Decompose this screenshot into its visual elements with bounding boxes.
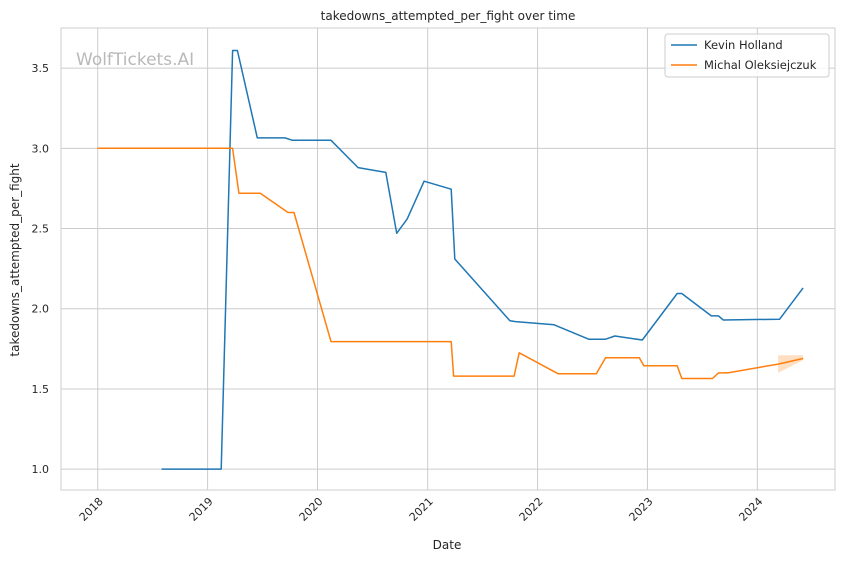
legend-label-kevin-holland: Kevin Holland xyxy=(704,38,783,52)
series-layer xyxy=(97,49,804,470)
y-tick-label: 3.0 xyxy=(32,142,50,155)
y-tick-label: 3.5 xyxy=(32,62,50,75)
y-tick-label: 1.0 xyxy=(32,463,50,476)
plot-frame xyxy=(60,27,836,491)
y-tick-label: 2.5 xyxy=(32,223,50,236)
legend-label-michal-oleksiejczuk: Michal Oleksiejczuk xyxy=(704,58,817,72)
x-axis-label: Date xyxy=(433,538,462,552)
legend: Kevin Holland Michal Oleksiejczuk xyxy=(664,33,830,78)
y-tick-label: 2.0 xyxy=(32,303,50,316)
y-tick-label: 1.5 xyxy=(32,383,50,396)
legend-box xyxy=(664,33,830,78)
series-line-michal-oleksiejczuk xyxy=(97,147,804,380)
series-line-kevin-holland xyxy=(161,49,804,470)
watermark-text: WolfTickets.AI xyxy=(76,50,194,70)
y-axis-label: takedowns_attempted_per_fight xyxy=(8,163,22,356)
chart-title: takedowns_attempted_per_fight over time xyxy=(321,9,576,23)
